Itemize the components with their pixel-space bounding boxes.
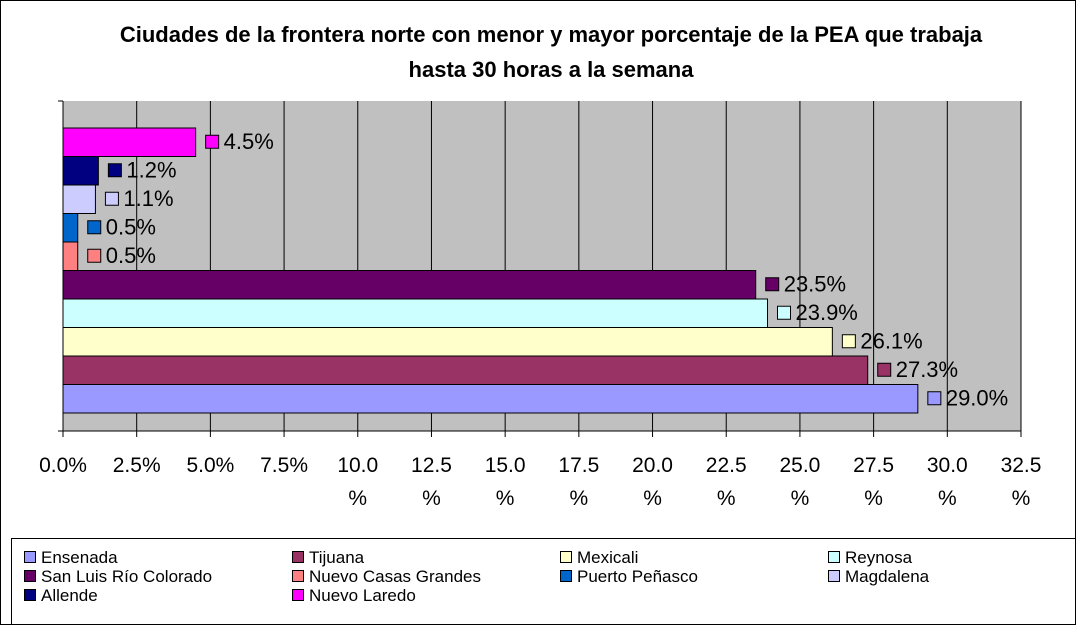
bar	[62, 384, 919, 414]
legend-item: Nuevo Casas Grandes	[292, 567, 481, 586]
legend-item: Nuevo Laredo	[292, 586, 416, 605]
value-label: 1.2%	[126, 158, 176, 183]
legend-label: Nuevo Casas Grandes	[309, 567, 481, 586]
legend-swatch	[560, 551, 572, 563]
legend-swatch	[24, 570, 36, 582]
x-tick-label: 20.0 %	[632, 454, 673, 510]
value-label-key	[776, 305, 791, 320]
x-tick-label: 10.0 %	[337, 454, 379, 510]
legend-label: San Luis Río Colorado	[41, 567, 213, 586]
legend-item: Mexicali	[560, 548, 638, 567]
legend-swatch	[292, 589, 304, 601]
plot: 29.0% 27.3% 26.1%23.9% 23.5% 0.5% 0.5% 1.1% 1.2…	[58, 100, 1022, 437]
value-label: 26.1%	[860, 329, 922, 354]
value-label-key	[87, 220, 102, 235]
legend-label: Reynosa	[845, 548, 913, 567]
legend-label: Allende	[41, 586, 98, 605]
x-tick-label: 17.5 %	[558, 454, 600, 510]
legend-item: Tijuana	[292, 548, 364, 567]
bar	[62, 184, 96, 214]
value-label-key	[841, 334, 856, 349]
value-label-key	[877, 362, 892, 377]
value-label: 23.5%	[784, 272, 846, 297]
x-tick-label: 15.0 %	[484, 454, 526, 510]
value-label-key	[205, 134, 220, 149]
legend: Ensenada Tijuana Mexicali Reynosa San Luis R…	[11, 538, 1075, 624]
value-label: 0.5%	[106, 243, 156, 268]
value-label-key	[107, 163, 122, 178]
legend-swatch	[292, 551, 304, 563]
bar	[62, 298, 768, 328]
value-label: 4.5%	[224, 129, 274, 154]
value-label-key	[87, 248, 102, 263]
value-label-key	[927, 391, 942, 406]
legend-item: Allende	[24, 586, 98, 605]
legend-swatch	[24, 589, 36, 601]
value-label-key	[104, 191, 119, 206]
x-tick-label: 27.5 %	[853, 454, 895, 510]
legend-swatch	[560, 570, 572, 582]
value-label: 29.0%	[946, 386, 1008, 411]
x-tick-label: 0.0%	[39, 454, 87, 477]
x-tick-label: 2.5%	[112, 454, 161, 477]
bar	[62, 156, 99, 186]
value-label: 23.9%	[795, 300, 857, 325]
legend-item: Puerto Peñasco	[560, 567, 698, 586]
value-label: 1.1%	[123, 186, 173, 211]
bar	[62, 241, 79, 271]
chart-title: Ciudades de la frontera norte con menor …	[119, 22, 983, 82]
x-tick-label: 22.5 %	[705, 454, 747, 510]
legend-label: Tijuana	[309, 548, 365, 567]
bar	[62, 127, 197, 157]
x-tick-label: 25.0 %	[779, 454, 821, 510]
legend-label: Magdalena	[845, 567, 930, 586]
legend-swatch	[828, 570, 840, 582]
x-tick-label: 12.5 %	[411, 454, 452, 510]
bar	[62, 270, 757, 300]
bar	[62, 355, 869, 385]
legend-label: Nuevo Laredo	[309, 586, 416, 605]
x-tick-label: 30.0 %	[926, 454, 968, 510]
value-label: 27.3%	[896, 357, 958, 382]
x-tick-label: 7.5%	[260, 454, 308, 477]
legend-label: Ensenada	[41, 548, 118, 567]
legend-label: Puerto Peñasco	[577, 567, 698, 586]
x-tick-label: 32.5 %	[1000, 454, 1042, 510]
legend-label: Mexicali	[577, 548, 639, 567]
legend-swatch	[828, 551, 840, 563]
bar	[62, 213, 79, 243]
legend-swatch	[292, 570, 304, 582]
legend-item: Ensenada	[24, 548, 118, 567]
legend-item: Magdalena	[828, 567, 929, 586]
value-label: 0.5%	[106, 215, 156, 240]
x-tick-label: 5.0%	[186, 454, 235, 477]
legend-item: San Luis Río Colorado	[24, 567, 212, 586]
value-label-key	[765, 277, 780, 292]
legend-swatch	[24, 551, 36, 563]
legend-item: Reynosa	[828, 548, 912, 567]
bar	[62, 327, 833, 357]
